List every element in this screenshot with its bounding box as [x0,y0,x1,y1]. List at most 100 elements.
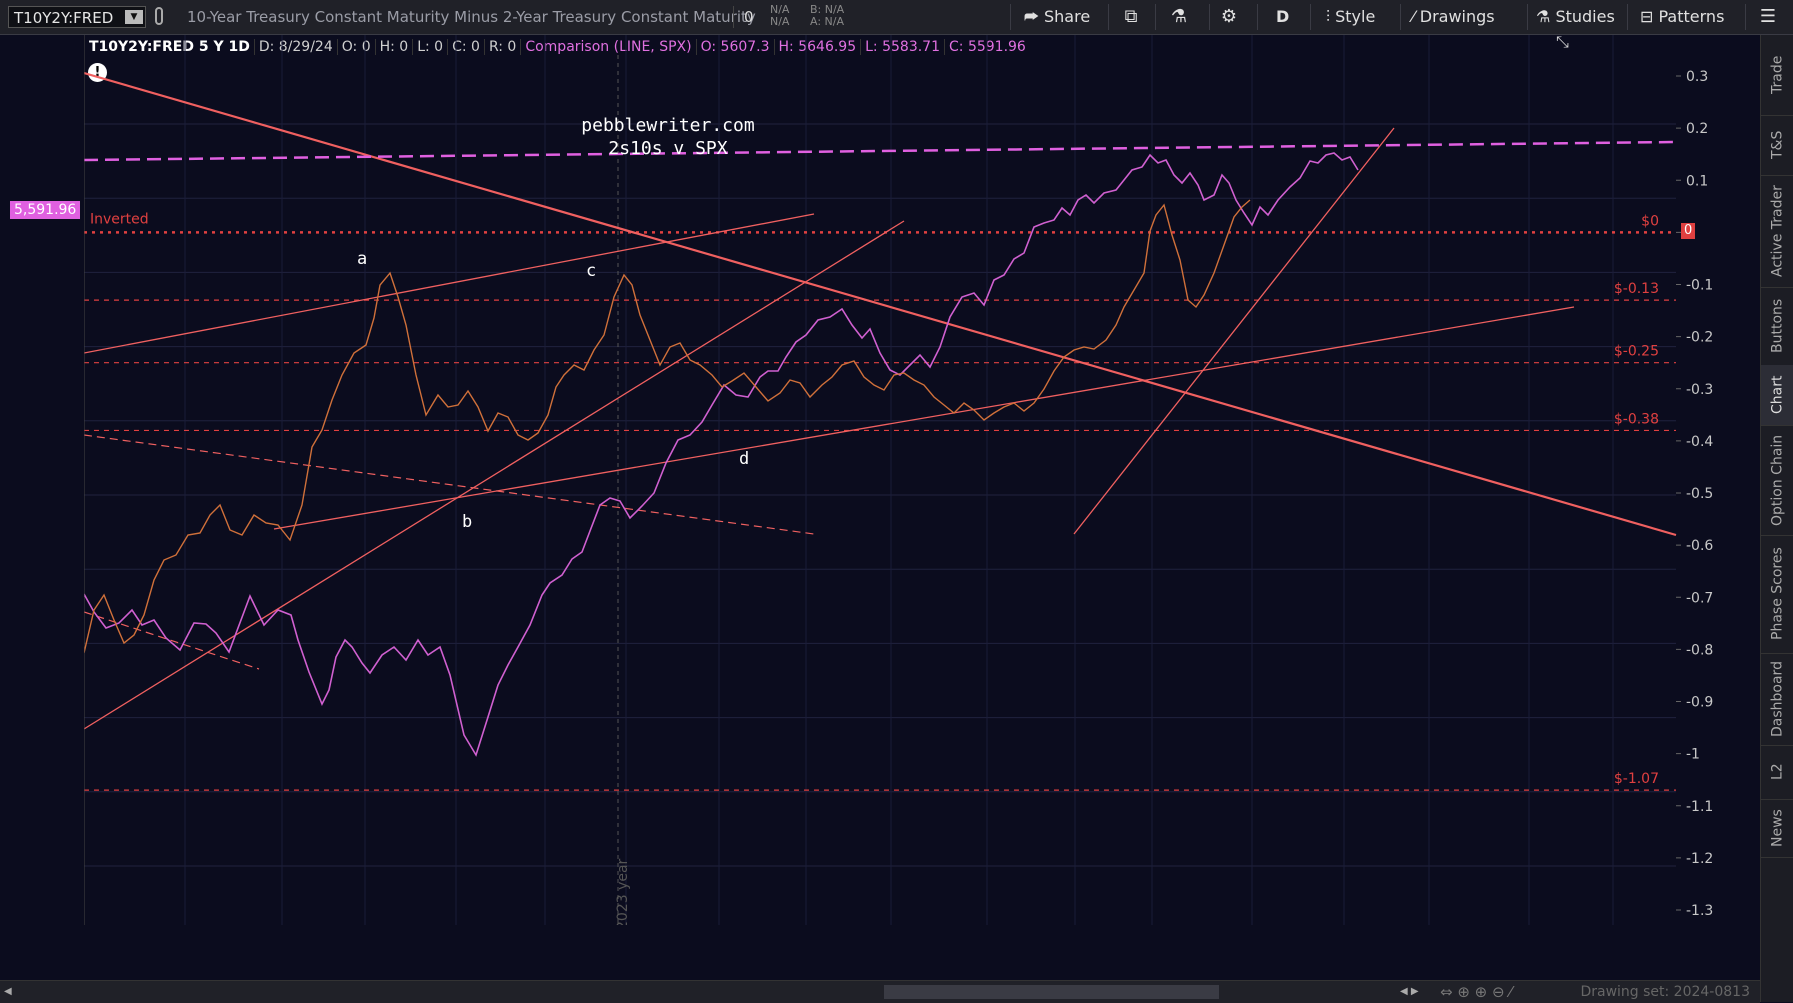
symbol-description: 10-Year Treasury Constant Maturity Minus… [187,8,756,26]
pencil-icon: ⁄ [1412,7,1415,26]
side-tab-option-chain[interactable]: Option Chain [1761,425,1793,536]
studies-label: Studies [1555,7,1615,26]
side-tab-news[interactable]: News [1761,799,1793,858]
side-tab-buttons[interactable]: Buttons [1761,287,1793,366]
divider [1257,4,1258,30]
chart-svg[interactable]: 2023 year $0 $-0.13 $-0.25 $-0.38 $-1.07 Inver… [84,35,1760,925]
patterns-label: Patterns [1658,7,1725,26]
trendline [84,434,815,535]
divider [1400,4,1401,30]
header-close: C: 0 [447,39,484,55]
levels-layer [84,231,1676,791]
right-axis-tick: 0.3 [1686,69,1708,85]
side-tab-dashboard[interactable]: Dashboard [1761,653,1793,746]
right-axis-tick: -0.5 [1686,486,1713,502]
drawing-set-label: Drawing set: 2024-0813 [1580,984,1750,1000]
right-axis-tick: -0.8 [1686,642,1713,658]
na-values: N/A N/A [770,4,789,28]
header-r: R: 0 [483,39,521,55]
side-tab-label: Dashboard [1769,661,1786,737]
grid-layer [84,35,1676,925]
chevron-down-icon[interactable]: ▼ [125,10,143,24]
right-axis-tick: -0.2 [1686,330,1713,346]
chart-panel[interactable]: T10Y2Y:FRED 5 Y 1D D: 8/29/24 O: 0 H: 0 L: 0… [0,35,1760,980]
scroll-left-icon[interactable]: ◀ [4,986,12,997]
right-axis-tick: -0.9 [1686,695,1713,711]
right-axis-tick: 0.1 [1686,173,1708,189]
divider [1310,4,1311,30]
scroll-right-icon[interactable]: ◀ ▶ [1400,986,1419,997]
right-axis-tick: -1 [1686,747,1700,763]
share-label: Share [1044,7,1091,26]
side-tab-active-trader[interactable]: Active Trader [1761,175,1793,288]
header-open: O: 0 [336,39,375,55]
horizontal-scrollbar[interactable]: ◀ ◀ ▶ ⇔ ⊕ ⊕ ⊖ ⁄ Drawing set: 2024-0813 [0,980,1760,1003]
divider [1527,4,1528,30]
pattern-icon: ⊟ [1640,7,1654,26]
share-button[interactable]: ⮫ Share [1024,0,1090,34]
trendline [84,213,815,354]
resistance-line [84,140,1677,162]
side-tab-label: L2 [1769,763,1786,781]
right-axis-tick: -1.2 [1686,851,1713,867]
trendlines-layer [84,71,1677,730]
scroll-thumb[interactable] [884,985,1219,999]
comparison-label: Comparison (LINE, SPX) [520,39,696,55]
divider [1108,4,1109,30]
gear-icon[interactable]: ⚙ [1220,6,1238,27]
right-axis-tick: -0.3 [1686,382,1713,398]
annotations-layer: 2023 year $0 $-0.13 $-0.25 $-0.38 $-1.07 Inver… [90,35,1659,925]
right-axis-tick: -0.4 [1686,434,1713,450]
watermark-line: pebblewriter.com [581,115,754,136]
style-label: Style [1335,7,1376,26]
divider [1745,4,1746,30]
ask-value: A: N/A [810,15,844,28]
style-button[interactable]: ⫶ Style [1326,0,1375,34]
link-icon[interactable] [155,7,163,25]
drawings-label: Drawings [1419,7,1495,26]
side-tab-chart[interactable]: Chart [1761,365,1793,426]
level-label: $-1.07 [1614,771,1659,787]
menu-icon[interactable]: ☰ [1759,6,1777,27]
symbol-input[interactable]: T10Y2Y:FRED ▼ [8,6,146,28]
na-top: N/A [770,3,790,16]
flask-icon[interactable]: ⚗ [1170,6,1188,27]
side-tab-phase-scores[interactable]: Phase Scores [1761,535,1793,654]
share-icon: ⮫ [1024,7,1039,26]
zoom-controls[interactable]: ⇔ ⊕ ⊕ ⊖ ⁄ [1440,983,1512,1001]
drawings-button[interactable]: ⁄ Drawings [1412,0,1495,34]
collapse-icon[interactable]: ⤡ [1556,35,1569,51]
trendline [84,71,1677,537]
side-tabs: Trade T&S Active Trader Buttons Chart Option … [1760,35,1793,1002]
level-label: $-0.25 [1614,344,1659,360]
side-tab-trade[interactable]: Trade [1761,35,1793,116]
trendline [84,611,260,670]
spx-series-line [84,152,1359,757]
side-tab-label: Active Trader [1769,185,1786,277]
year-marker-label: 2023 year [615,858,631,925]
side-tab-label: News [1769,809,1786,847]
divider [733,6,734,28]
patterns-button[interactable]: ⊟ Patterns [1640,0,1724,34]
right-axis-tick: -1.1 [1686,799,1713,815]
side-tab-l2[interactable]: L2 [1761,745,1793,800]
right-axis-tick: 0.2 [1686,121,1708,137]
chart-settings-icon[interactable]: ⧉ [1124,6,1138,27]
level-label: $-0.38 [1614,411,1659,427]
trendline [84,220,905,730]
wave-label: c [586,261,596,281]
trendline [273,306,1575,530]
level-label: $-0.13 [1614,281,1659,297]
right-axis-tick: -1.3 [1686,903,1713,919]
bid-value: B: N/A [810,3,845,16]
timeframe-button[interactable]: D [1276,7,1290,26]
t10y2y-series-line [84,199,1251,654]
studies-button[interactable]: ⚗ Studies [1536,0,1615,34]
level-label: $0 [1641,213,1659,229]
side-tab-label: Trade [1769,55,1786,95]
divider [1627,4,1628,30]
divider [1010,4,1011,30]
side-tab-t-s[interactable]: T&S [1761,115,1793,176]
spread-value-tag: 0 [1681,223,1696,239]
series-layer [84,152,1359,757]
